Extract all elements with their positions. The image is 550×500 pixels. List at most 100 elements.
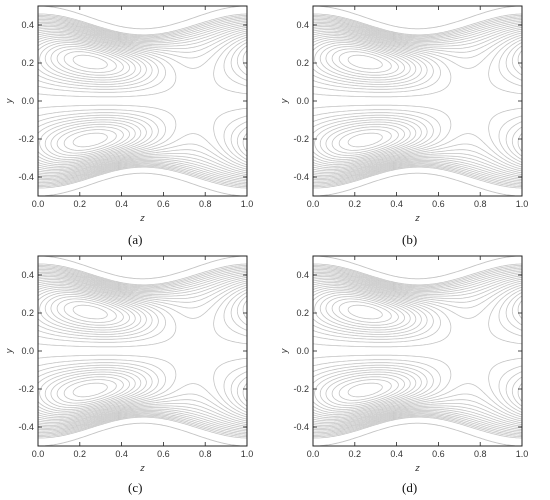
contour-line — [38, 271, 247, 431]
y-tick-label: 0.4 — [296, 270, 309, 280]
contour-line — [331, 48, 399, 154]
x-tick-label: 0.0 — [32, 199, 45, 209]
contour-line — [38, 30, 247, 172]
contour-line — [72, 54, 108, 148]
contour-line — [56, 48, 124, 154]
x-tick-label: 0.0 — [32, 449, 45, 459]
contour-line — [38, 285, 247, 417]
x-tick-label: 0.8 — [474, 449, 487, 459]
upper-wall-line — [38, 6, 247, 30]
contour-line — [313, 21, 522, 181]
lower-wall-line — [38, 172, 247, 196]
y-tick-label: 0.0 — [296, 96, 309, 106]
y-tick-label: 0.2 — [21, 308, 34, 318]
contour-line — [38, 274, 247, 428]
contour-line — [313, 266, 522, 436]
contour-line — [38, 279, 247, 423]
contour-line — [338, 51, 392, 151]
y-tick-label: -0.4 — [293, 172, 309, 182]
contour-line — [313, 269, 522, 433]
contour-line — [313, 40, 522, 162]
contour-line — [314, 42, 417, 160]
lower-wall-line — [313, 172, 522, 196]
contour-line — [38, 32, 247, 170]
contour-line — [313, 282, 522, 420]
contour-line — [313, 30, 522, 172]
y-tick-label: 0.2 — [21, 58, 34, 68]
contour-line — [50, 296, 130, 406]
contour-line — [38, 277, 247, 425]
contour-line — [313, 288, 522, 414]
y-tick-label: 0.4 — [296, 20, 309, 30]
contour-line — [325, 296, 405, 406]
contour-line — [313, 279, 522, 423]
contour-panel-d: 0.0 0.2 0.4 0.6 0.8 1.0 -0.4 -0.2 0.0 0.2 0.4 z y — [279, 255, 529, 473]
y-axis-label: y — [279, 348, 289, 354]
contour-line — [38, 13, 247, 189]
x-tick-label: 0.2 — [349, 199, 362, 209]
contour-panel-c: 0.0 0.2 0.4 0.6 0.8 1.0 -0.4 -0.2 0.0 0.2 0.4 z y — [4, 255, 254, 473]
contour-line — [313, 24, 522, 178]
contour-line — [38, 38, 247, 164]
y-axis-label: y — [4, 348, 14, 354]
y-tick-label: -0.2 — [293, 384, 309, 394]
x-tick-label: 0.6 — [432, 449, 445, 459]
contour-line — [313, 38, 522, 164]
contour-line — [313, 274, 522, 428]
contour-line — [338, 301, 392, 401]
x-axis-label: z — [139, 463, 145, 473]
x-tick-label: 0.2 — [74, 449, 87, 459]
x-tick-label: 1.0 — [516, 449, 529, 459]
contour-panel-a: 0.0 0.2 0.4 0.6 0.8 1.0 -0.4 -0.2 0.0 0.2 0.4 z y — [4, 5, 254, 223]
x-tick-label: 0.6 — [157, 449, 170, 459]
x-tick-label: 0.6 — [157, 199, 170, 209]
contour-line — [38, 276, 247, 426]
y-tick-label: -0.4 — [293, 422, 309, 432]
contour-line — [38, 263, 247, 439]
panel-caption-d: (d) — [402, 480, 418, 495]
contour-line — [313, 264, 522, 438]
y-axis-label: y — [4, 98, 14, 104]
x-axis-label: z — [414, 213, 420, 223]
contour-panel-b: 0.0 0.2 0.4 0.6 0.8 1.0 -0.4 -0.2 0.0 0.2 0.4 z y — [279, 5, 528, 223]
y-tick-label: 0.4 — [21, 270, 34, 280]
contour-line — [63, 301, 117, 401]
contour-line — [44, 44, 136, 158]
contour-line — [38, 33, 247, 169]
x-tick-label: 0.4 — [390, 199, 403, 209]
contour-line — [313, 36, 522, 166]
y-tick-label: 0.0 — [296, 346, 309, 356]
y-tick-label: 0.0 — [21, 96, 34, 106]
contour-line — [313, 285, 522, 417]
x-tick-label: 0.8 — [199, 449, 212, 459]
contour-line — [38, 282, 247, 420]
contour-line — [50, 46, 130, 156]
contour-line — [38, 264, 247, 438]
contour-line — [313, 20, 522, 182]
contour-line — [313, 17, 522, 185]
x-tick-label: 0.8 — [474, 199, 487, 209]
contour-line — [38, 16, 247, 186]
upper-wall-line — [38, 256, 247, 280]
contour-line — [319, 44, 411, 158]
y-axis-label: y — [279, 98, 289, 104]
contour-line — [313, 27, 522, 175]
contour-lines — [313, 256, 522, 446]
contour-line — [38, 266, 247, 436]
contour-line — [38, 21, 247, 181]
lower-wall-line — [38, 422, 247, 446]
contour-line — [313, 286, 522, 416]
contour-line — [38, 24, 247, 178]
x-tick-label: 0.4 — [115, 199, 128, 209]
x-tick-label: 0.0 — [307, 199, 320, 209]
contour-line — [38, 14, 247, 188]
x-tick-label: 1.0 — [241, 449, 254, 459]
lower-wall-line — [313, 422, 522, 446]
contour-line — [39, 292, 142, 410]
x-axis-label: z — [414, 463, 420, 473]
contour-line — [38, 27, 247, 175]
x-tick-label: 1.0 — [241, 199, 254, 209]
contour-line — [56, 298, 124, 404]
contour-line — [313, 16, 522, 186]
